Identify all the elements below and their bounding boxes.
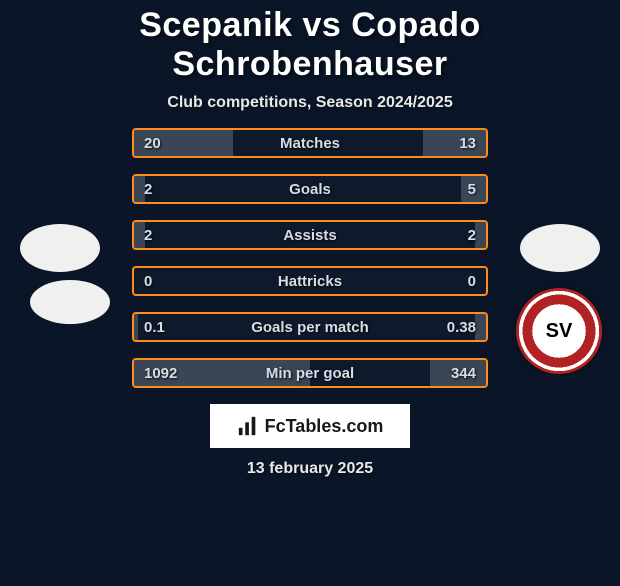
stat-row: 0.1 Goals per match 0.38 <box>132 312 488 342</box>
stat-row: 1092 Min per goal 344 <box>132 358 488 388</box>
stat-right-value: 344 <box>451 360 476 386</box>
page-subtitle: Club competitions, Season 2024/2025 <box>0 94 620 112</box>
stat-label: Assists <box>134 222 486 248</box>
stat-bars: 20 Matches 13 2 Goals 5 2 Assists 2 0 Ha… <box>132 128 488 404</box>
stat-right-value: 0 <box>468 268 476 294</box>
stat-right-value: 13 <box>459 130 476 156</box>
stat-row: 2 Assists 2 <box>132 220 488 250</box>
page-title: Scepanik vs Copado Schrobenhauser <box>0 6 620 84</box>
stat-label: Matches <box>134 130 486 156</box>
club-badge-text: SV <box>546 320 573 343</box>
chart-icon <box>237 415 259 437</box>
footer-brand-text: FcTables.com <box>265 416 384 437</box>
stat-right-value: 2 <box>468 222 476 248</box>
stat-row: 20 Matches 13 <box>132 128 488 158</box>
footer-date: 13 february 2025 <box>0 460 620 478</box>
stat-label: Goals <box>134 176 486 202</box>
stat-label: Min per goal <box>134 360 486 386</box>
stat-label: Hattricks <box>134 268 486 294</box>
stat-right-value: 0.38 <box>447 314 476 340</box>
stat-row: 2 Goals 5 <box>132 174 488 204</box>
footer-brand-badge: FcTables.com <box>210 404 410 448</box>
player-left-club-badge <box>30 280 110 324</box>
stat-row: 0 Hattricks 0 <box>132 266 488 296</box>
player-right-avatar <box>520 224 600 272</box>
player-right-club-badge: SV <box>516 288 602 374</box>
stat-label: Goals per match <box>134 314 486 340</box>
player-left-avatar <box>20 224 100 272</box>
stat-right-value: 5 <box>468 176 476 202</box>
